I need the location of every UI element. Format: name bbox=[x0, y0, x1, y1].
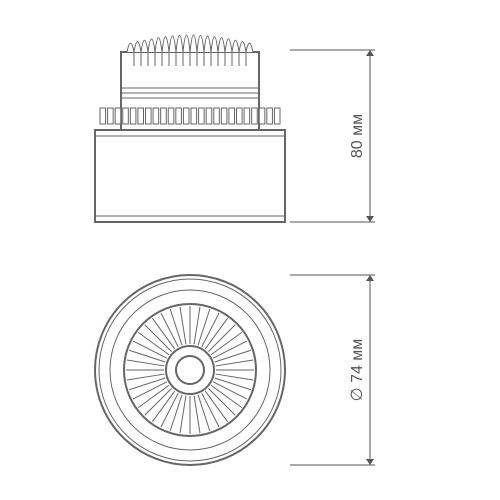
side-fin bbox=[206, 108, 212, 124]
dim-arrow bbox=[366, 275, 374, 281]
side-fin bbox=[274, 108, 280, 124]
side-fin bbox=[153, 108, 159, 124]
side-fin bbox=[221, 108, 227, 124]
dim-arrow bbox=[366, 459, 374, 465]
side-fin bbox=[100, 108, 106, 124]
side-fin bbox=[191, 108, 197, 124]
dim-label: ∅ 74 мм bbox=[349, 339, 366, 402]
side-fin bbox=[130, 108, 136, 124]
side-fin bbox=[183, 108, 189, 124]
side-fin bbox=[259, 108, 265, 124]
side-top-scallops bbox=[127, 35, 253, 52]
side-fin bbox=[237, 108, 243, 124]
side-fin bbox=[176, 108, 182, 124]
dim-arrow bbox=[366, 50, 374, 56]
side-lower-body bbox=[95, 130, 285, 222]
side-fin bbox=[267, 108, 273, 124]
side-fin bbox=[214, 108, 220, 124]
side-fin bbox=[244, 108, 250, 124]
dim-label: 80 мм bbox=[349, 114, 366, 158]
dim-arrow bbox=[366, 216, 374, 222]
side-fin bbox=[108, 108, 114, 124]
plan-inner-outer bbox=[166, 346, 214, 394]
side-fin bbox=[199, 108, 205, 124]
side-fin bbox=[146, 108, 152, 124]
side-fin bbox=[115, 108, 121, 124]
side-fin bbox=[161, 108, 167, 124]
side-fin bbox=[168, 108, 174, 124]
side-fin bbox=[138, 108, 144, 124]
side-fin bbox=[123, 108, 129, 124]
side-fin bbox=[229, 108, 235, 124]
side-fin bbox=[252, 108, 258, 124]
